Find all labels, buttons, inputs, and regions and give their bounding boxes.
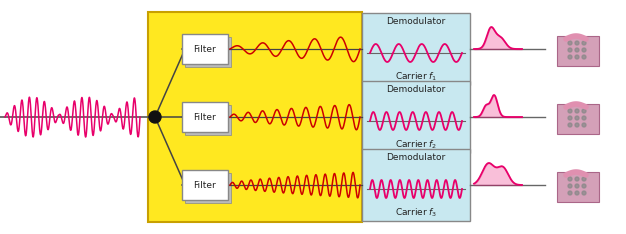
Circle shape [568,116,572,120]
Circle shape [582,41,586,45]
FancyBboxPatch shape [185,105,231,135]
Polygon shape [148,12,362,222]
Circle shape [568,109,572,113]
Circle shape [582,123,586,127]
Circle shape [582,184,586,188]
Circle shape [568,184,572,188]
Circle shape [575,123,579,127]
Circle shape [575,116,579,120]
Circle shape [575,191,579,195]
Circle shape [575,184,579,188]
Circle shape [575,177,579,181]
FancyBboxPatch shape [182,34,228,64]
Circle shape [582,116,586,120]
Text: Carrier $f_3$: Carrier $f_3$ [395,207,437,219]
FancyBboxPatch shape [185,173,231,203]
FancyBboxPatch shape [185,37,231,67]
FancyBboxPatch shape [182,170,228,200]
Circle shape [568,123,572,127]
Circle shape [582,177,586,181]
FancyBboxPatch shape [362,13,470,85]
FancyBboxPatch shape [362,81,470,153]
FancyBboxPatch shape [557,36,599,66]
Circle shape [568,41,572,45]
Text: Filter: Filter [193,113,217,121]
Text: Demodulator: Demodulator [386,153,446,161]
Circle shape [582,55,586,59]
FancyBboxPatch shape [557,104,599,134]
Circle shape [575,55,579,59]
Circle shape [575,41,579,45]
Circle shape [575,48,579,52]
FancyBboxPatch shape [362,149,470,221]
Circle shape [149,111,161,123]
Text: Demodulator: Demodulator [386,17,446,26]
FancyBboxPatch shape [182,102,228,132]
Circle shape [582,109,586,113]
Text: Filter: Filter [193,180,217,190]
FancyBboxPatch shape [557,172,599,202]
Text: Demodulator: Demodulator [386,84,446,94]
Text: Filter: Filter [193,44,217,54]
Circle shape [582,191,586,195]
Circle shape [568,48,572,52]
Circle shape [575,109,579,113]
Circle shape [568,177,572,181]
Circle shape [568,55,572,59]
Text: Carrier $f_2$: Carrier $f_2$ [395,139,437,151]
Text: Carrier $f_1$: Carrier $f_1$ [395,71,437,83]
Circle shape [582,48,586,52]
Circle shape [568,191,572,195]
